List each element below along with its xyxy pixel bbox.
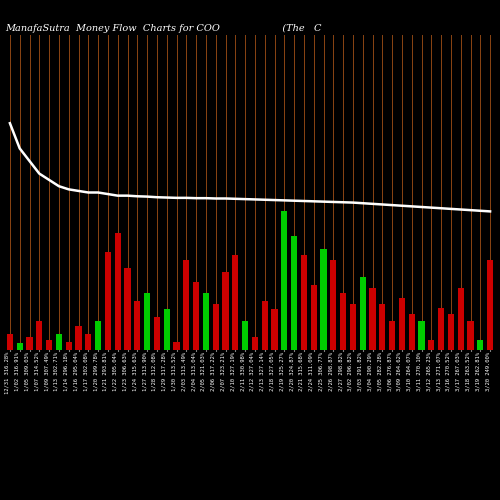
Bar <box>95 320 102 350</box>
Bar <box>144 293 150 350</box>
Bar <box>212 304 219 350</box>
Bar <box>66 342 72 350</box>
Bar <box>164 309 170 350</box>
Bar <box>193 282 200 350</box>
Bar <box>477 340 484 350</box>
Bar <box>124 268 130 350</box>
Bar <box>232 256 238 350</box>
Bar <box>26 337 32 350</box>
Bar <box>418 320 424 350</box>
Bar <box>114 232 121 350</box>
Bar <box>310 285 317 350</box>
Bar <box>154 318 160 350</box>
Bar <box>252 337 258 350</box>
Bar <box>398 298 405 350</box>
Bar <box>320 249 326 350</box>
Bar <box>448 314 454 350</box>
Bar <box>262 301 268 350</box>
Bar <box>340 293 346 350</box>
Bar <box>85 334 91 350</box>
Bar <box>272 309 278 350</box>
Text: ManafaSutra  Money Flow  Charts for COO                    (The   C             : ManafaSutra Money Flow Charts for COO (T… <box>5 24 500 33</box>
Bar <box>438 308 444 350</box>
Bar <box>487 260 494 350</box>
Bar <box>330 260 336 350</box>
Bar <box>458 288 464 350</box>
Bar <box>350 304 356 350</box>
Bar <box>174 342 180 350</box>
Bar <box>6 334 13 350</box>
Bar <box>222 272 228 350</box>
Bar <box>389 320 396 350</box>
Bar <box>16 344 23 350</box>
Bar <box>370 288 376 350</box>
Bar <box>36 320 43 350</box>
Bar <box>202 293 209 350</box>
Bar <box>76 326 82 350</box>
Bar <box>56 334 62 350</box>
Bar <box>134 301 140 350</box>
Bar <box>379 304 386 350</box>
Bar <box>300 256 307 350</box>
Bar <box>360 276 366 350</box>
Bar <box>291 236 298 350</box>
Bar <box>242 320 248 350</box>
Bar <box>468 320 473 350</box>
Bar <box>183 260 190 350</box>
Bar <box>46 340 52 350</box>
Bar <box>281 212 287 350</box>
Bar <box>428 340 434 350</box>
Bar <box>104 252 111 350</box>
Bar <box>408 314 415 350</box>
